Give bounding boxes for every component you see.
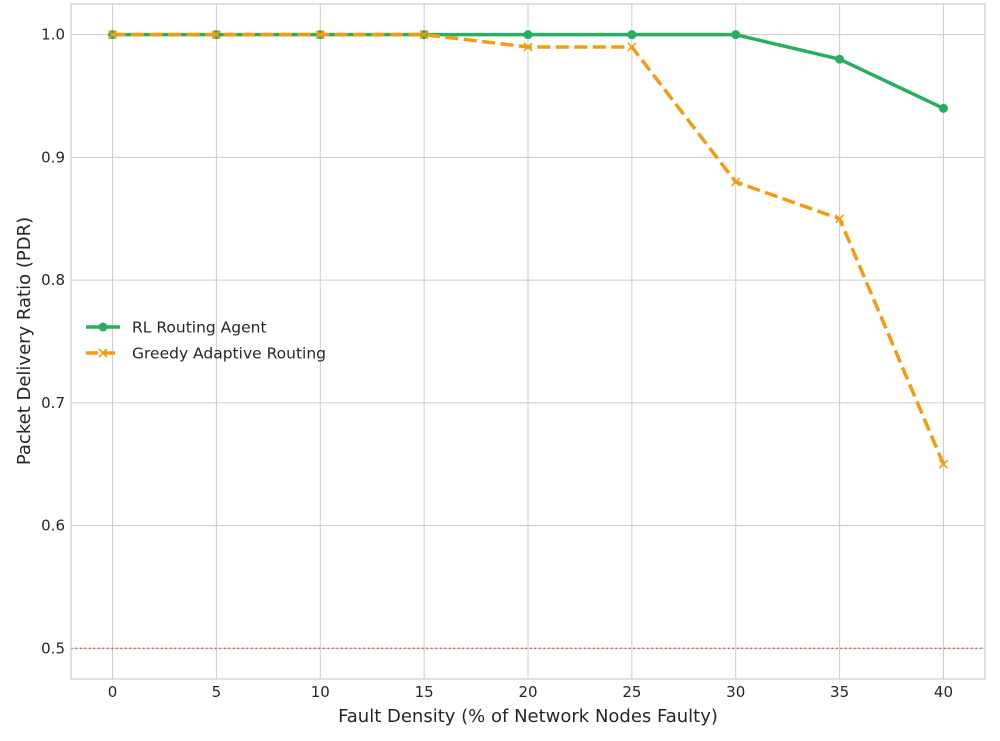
data-point (523, 30, 533, 40)
x-tick-label: 25 (622, 683, 641, 701)
data-point (315, 30, 325, 40)
y-tick-label: 0.6 (41, 517, 65, 535)
data-point (523, 42, 533, 52)
legend-marker (98, 322, 108, 332)
legend-label: RL Routing Agent (132, 319, 267, 337)
legend-marker (98, 348, 108, 358)
plot-frame (70, 3, 986, 680)
data-point (938, 459, 949, 469)
x-tick-label: 5 (212, 683, 222, 701)
series-2 (107, 30, 949, 469)
data-point (731, 177, 741, 187)
data-point (835, 54, 845, 64)
data-point (731, 30, 741, 40)
data-point (627, 42, 637, 52)
data-point (627, 30, 637, 40)
y-tick-label: 0.7 (41, 394, 65, 412)
tick-labels: 0 5 10 15 20 25 30 35 40 0.5 0.6 0.7 0.8 0.9 1.0 (41, 26, 953, 701)
series-group (107, 30, 949, 469)
y-axis-label: Packet Delivery Ratio (PDR) (14, 217, 35, 465)
x-tick-label: 30 (726, 683, 745, 701)
data-point (419, 30, 429, 40)
legend-item-2: Greedy Adaptive Routing (86, 345, 326, 363)
x-axis-label: Fault Density (% of Network Nodes Faulty… (338, 706, 718, 727)
x-tick-label: 15 (415, 683, 434, 701)
x-tick-label: 10 (311, 683, 330, 701)
data-point (835, 214, 845, 224)
x-tick-label: 0 (108, 683, 118, 701)
y-tick-label: 0.8 (41, 271, 65, 289)
y-tick-label: 1.0 (41, 26, 65, 44)
legend-label: Greedy Adaptive Routing (132, 345, 326, 363)
grid-lines (71, 4, 985, 679)
y-tick-label: 0.5 (41, 639, 65, 657)
data-point (107, 30, 118, 40)
data-point (211, 30, 221, 40)
x-tick-label: 20 (518, 683, 537, 701)
x-tick-label: 35 (830, 683, 849, 701)
data-point (938, 103, 948, 113)
y-tick-label: 0.9 (41, 148, 65, 166)
legend: RL Routing Agent Greedy Adaptive Routing (86, 319, 326, 363)
legend-item-1: RL Routing Agent (86, 319, 267, 337)
x-tick-label: 40 (934, 683, 953, 701)
